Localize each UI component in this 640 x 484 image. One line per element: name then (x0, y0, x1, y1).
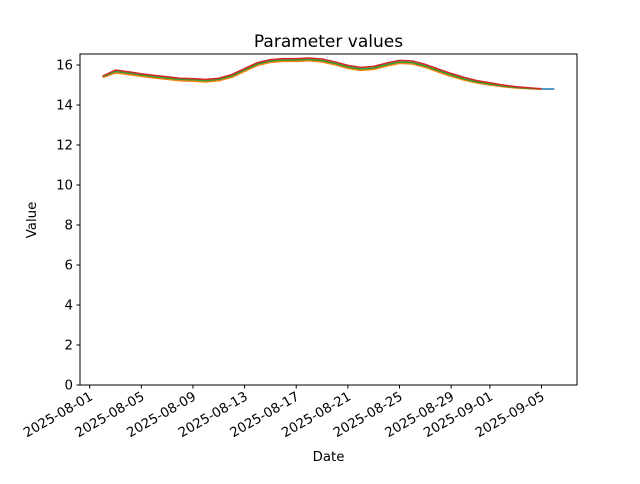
y-tick-label: 6 (65, 259, 73, 274)
y-tick-label: 12 (56, 139, 73, 154)
series-line-green (102, 58, 542, 90)
plot-area (79, 53, 578, 386)
y-tick-label: 4 (65, 299, 73, 314)
series-line-orange (102, 60, 542, 90)
chart-series (102, 57, 555, 90)
y-tick-label: 0 (65, 379, 73, 394)
y-tick-label: 8 (65, 219, 73, 234)
y-tick-label: 2 (65, 339, 73, 354)
y-tick-label: 16 (56, 59, 73, 74)
x-axis-label: Date (313, 450, 345, 465)
x-axis-ticks: 2025-08-012025-08-052025-08-092025-08-13… (21, 385, 548, 441)
y-tick-label: 10 (56, 179, 73, 194)
y-axis-ticks: 0 2 4 6 8 10 12 14 16 (56, 59, 80, 394)
series-line-red (102, 57, 542, 90)
y-axis-label: Value (25, 202, 40, 239)
chart-title: Parameter values (254, 32, 403, 52)
y-tick-label: 14 (56, 99, 73, 114)
